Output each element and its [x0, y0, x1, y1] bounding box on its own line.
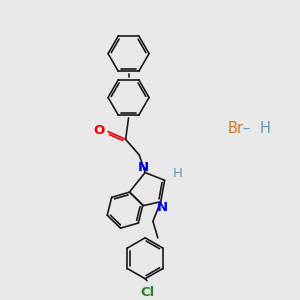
- Text: Cl: Cl: [140, 286, 154, 298]
- Text: H: H: [172, 167, 182, 180]
- Text: –: –: [242, 121, 249, 136]
- Text: Br: Br: [228, 121, 244, 136]
- Text: N: N: [138, 161, 149, 174]
- Text: N: N: [157, 201, 168, 214]
- Text: O: O: [93, 124, 104, 137]
- Text: H: H: [259, 121, 270, 136]
